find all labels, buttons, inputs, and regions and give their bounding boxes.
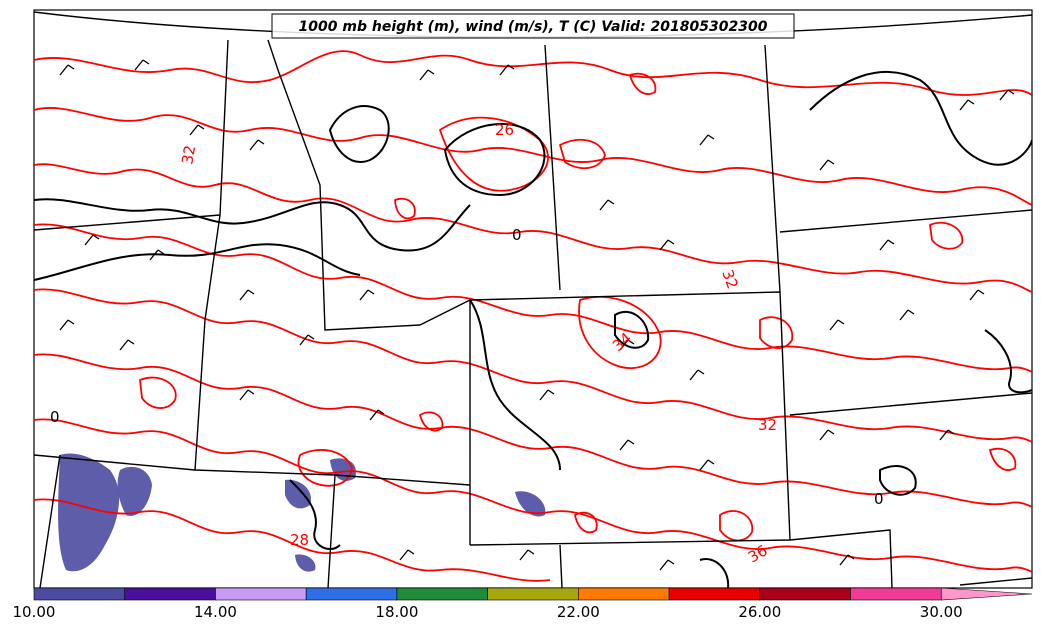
height-contours (34, 71, 1032, 588)
colorbar-tick-label: 26.00 (738, 603, 781, 621)
contour-label-height: 0 (874, 490, 884, 508)
colorbar-tick-label: 10.00 (13, 603, 56, 621)
contour-label-temp: 32 (718, 267, 741, 291)
contour-label-temp: 32 (178, 144, 199, 166)
contour-label-height: 0 (50, 408, 60, 426)
contour-label-height: 0 (512, 226, 522, 244)
colorbar-segment (215, 587, 307, 601)
colorbar-segment (578, 587, 670, 601)
colorbar-segment (850, 587, 942, 601)
colorbar-tick-label: 22.00 (557, 603, 600, 621)
colorbar-tick-label: 18.00 (375, 603, 418, 621)
temperature-contours (34, 50, 1032, 582)
title-text: 1000 mb height (m), wind (m/s), T (C) Va… (299, 19, 768, 35)
colorbar-segment (759, 587, 851, 601)
wind-barbs (59, 59, 1015, 571)
colorbar-tick-label: 30.00 (920, 603, 963, 621)
contour-label-temp: 32 (758, 416, 777, 434)
colorbar-segment (396, 587, 488, 601)
colorbar-segments (33, 587, 1033, 601)
colorbar-tick-label: 14.00 (194, 603, 237, 621)
colorbar-segment (124, 587, 216, 601)
title-box (271, 13, 795, 39)
colorbar-segment (668, 587, 761, 601)
colorbar-ticks: 10.00 14.00 18.00 22.00 26.00 30.00 (13, 603, 963, 621)
map-title: 1000 mb height (m), wind (m/s), T (C) Va… (271, 13, 795, 39)
contour-label-temp: 28 (290, 531, 309, 549)
colorbar-segment (305, 587, 398, 601)
colorbar-segment (33, 587, 126, 601)
colorbar-segment (487, 587, 579, 601)
colorbar-segment (940, 587, 1033, 601)
contour-label-temp: 26 (495, 121, 514, 139)
colorbar: 10.00 14.00 18.00 22.00 26.00 30.00 (13, 587, 1033, 621)
